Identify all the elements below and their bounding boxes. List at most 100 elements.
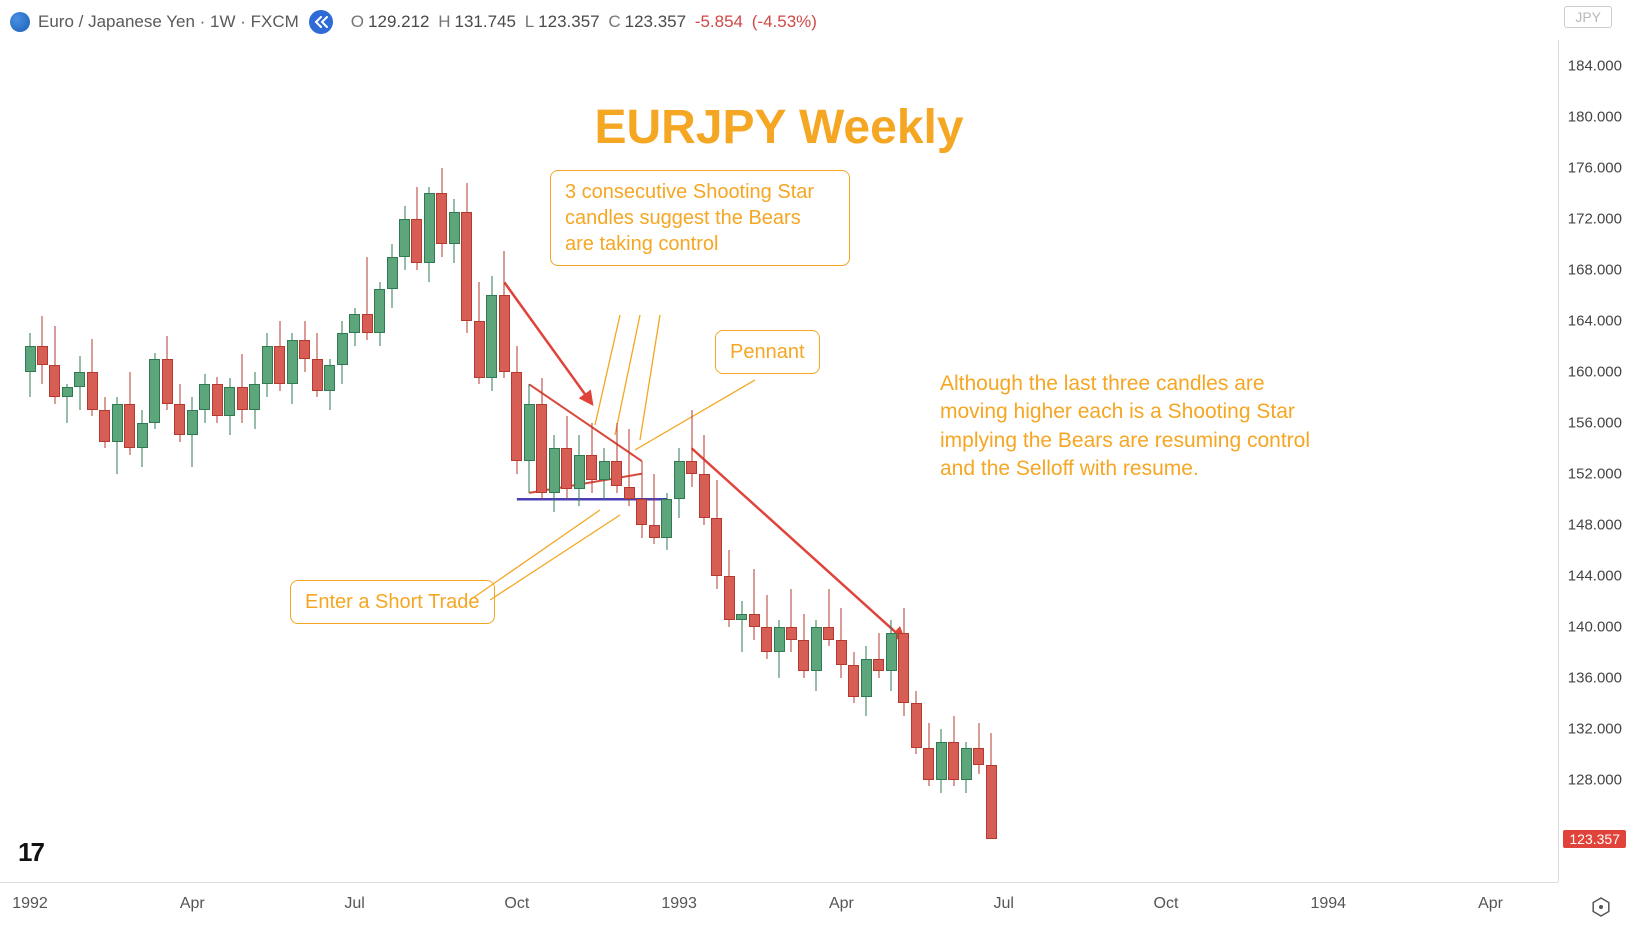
candle [549, 435, 560, 512]
candle [37, 316, 48, 385]
candle [636, 461, 647, 538]
candle [312, 333, 323, 397]
candle [674, 448, 685, 518]
candle [661, 493, 672, 550]
candle [961, 742, 972, 793]
candle [948, 716, 959, 786]
candle [724, 550, 735, 627]
candle [25, 333, 36, 397]
candle [911, 691, 922, 755]
overlay-lines [0, 40, 1558, 882]
candle [699, 435, 710, 524]
candle [474, 282, 485, 384]
x-tick: 1992 [12, 895, 48, 913]
y-tick: 184.000 [1568, 57, 1622, 74]
y-tick: 128.000 [1568, 771, 1622, 788]
candle [811, 620, 822, 690]
candle [486, 276, 497, 391]
candle [224, 378, 235, 435]
symbol-title[interactable]: Euro / Japanese Yen · 1W · FXCM [38, 12, 299, 32]
annotation-enter-short: Enter a Short Trade [290, 580, 495, 624]
annotation-pennant: Pennant [715, 330, 820, 374]
candle [649, 474, 660, 544]
candle [299, 321, 310, 372]
ohlc-close: 123.357 [625, 12, 686, 31]
candle [62, 384, 73, 422]
y-tick: 148.000 [1568, 516, 1622, 533]
x-axis: 1992AprJulOct1993AprJulOct1994Apr [0, 882, 1558, 928]
candle [49, 326, 60, 404]
ohlc-high: 131.745 [455, 12, 516, 31]
candle [411, 187, 422, 270]
y-tick: 132.000 [1568, 720, 1622, 737]
candle [499, 251, 510, 379]
y-tick: 168.000 [1568, 261, 1622, 278]
candle [149, 353, 160, 430]
candle [873, 633, 884, 678]
candle [349, 308, 360, 346]
candle [424, 187, 435, 283]
y-tick: 144.000 [1568, 567, 1622, 584]
candle [848, 652, 859, 703]
candle [74, 356, 85, 410]
chart-header: Euro / Japanese Yen · 1W · FXCM O129.212… [10, 8, 1620, 36]
candle [249, 372, 260, 429]
candle [87, 339, 98, 417]
candle [187, 397, 198, 467]
candle [262, 333, 273, 397]
candle [686, 410, 697, 487]
candle [237, 354, 248, 423]
candle [749, 569, 760, 639]
candle [898, 608, 909, 716]
y-tick: 172.000 [1568, 210, 1622, 227]
ohlc-open: 129.212 [368, 12, 429, 31]
candle [536, 378, 547, 499]
y-tick: 156.000 [1568, 414, 1622, 431]
candle [212, 377, 223, 423]
price-chart[interactable]: EURJPY Weekly 3 consecutive Shooting Sta… [0, 40, 1558, 882]
candle [973, 723, 984, 774]
candle [761, 595, 772, 659]
x-tick: Jul [344, 895, 364, 913]
symbol-icon [10, 12, 30, 32]
candle [524, 384, 535, 492]
candle [599, 448, 610, 499]
x-tick: Oct [1154, 895, 1179, 913]
candle [823, 589, 834, 646]
candle [162, 336, 173, 410]
annotation-paragraph: Although the last three candles are movi… [940, 370, 1320, 483]
y-axis: 184.000180.000176.000172.000168.000164.0… [1558, 40, 1630, 882]
candle [387, 244, 398, 308]
y-tick: 152.000 [1568, 465, 1622, 482]
chart-window: Euro / Japanese Yen · 1W · FXCM O129.212… [0, 0, 1630, 928]
candle [99, 397, 110, 448]
back-button[interactable] [309, 10, 333, 34]
candle [449, 199, 460, 263]
candle [561, 416, 572, 499]
candle [923, 723, 934, 787]
x-tick: Apr [1478, 895, 1503, 913]
annotation-shooting-star: 3 consecutive Shooting Star candles sugg… [550, 170, 850, 266]
y-tick: 140.000 [1568, 618, 1622, 635]
ohlc-low: 123.357 [538, 12, 599, 31]
candle [274, 321, 285, 391]
candle [886, 620, 897, 690]
candle [374, 282, 385, 346]
x-tick: 1994 [1310, 895, 1346, 913]
ohlc-readout: O129.212 H131.745 L123.357 C123.357 -5.8… [351, 12, 825, 32]
candle [624, 429, 635, 506]
candle [861, 646, 872, 716]
candle [174, 384, 185, 441]
gear-icon[interactable] [1590, 896, 1612, 918]
candle [736, 601, 747, 652]
y-tick: 136.000 [1568, 669, 1622, 686]
candle [774, 620, 785, 677]
candle [936, 729, 947, 793]
y-tick: 180.000 [1568, 108, 1622, 125]
candle [461, 183, 472, 334]
currency-selector[interactable]: JPY [1564, 6, 1612, 28]
candle [112, 397, 123, 474]
x-tick: Oct [504, 895, 529, 913]
y-tick: 160.000 [1568, 363, 1622, 380]
candle [586, 423, 597, 493]
